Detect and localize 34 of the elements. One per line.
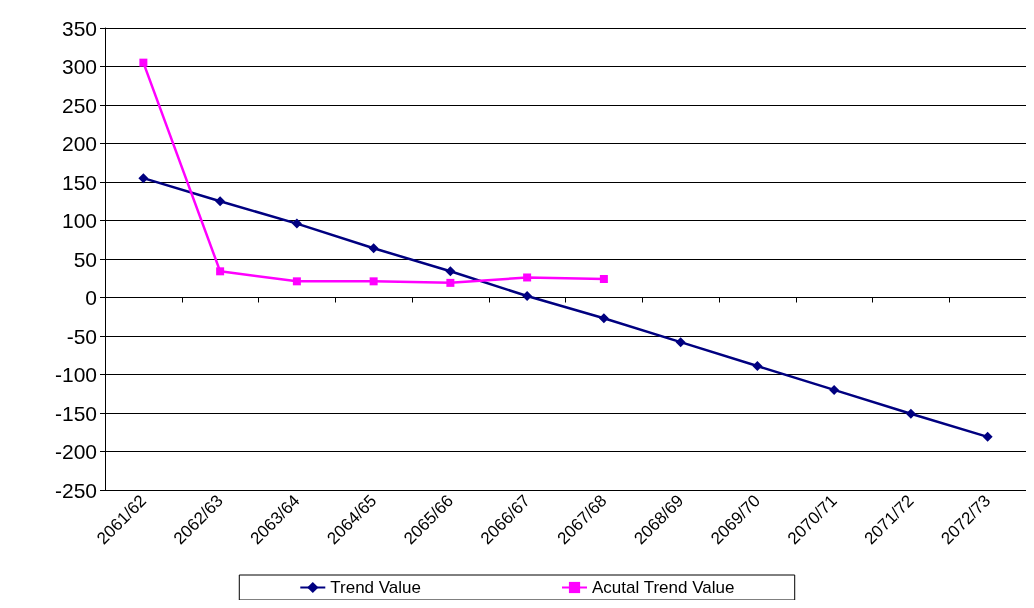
y-tick-label: 100	[61, 209, 97, 232]
point	[675, 337, 686, 348]
point	[599, 275, 608, 284]
y-tick-label: 300	[61, 55, 97, 78]
point	[982, 431, 993, 442]
point	[445, 266, 456, 277]
point	[369, 277, 378, 286]
point	[139, 58, 148, 67]
point	[752, 361, 763, 372]
point	[292, 277, 301, 286]
legend-label: Acutal Trend Value	[592, 578, 735, 597]
y-tick-label: -200	[54, 440, 97, 463]
y-tick-label: -50	[66, 324, 97, 348]
y-tick-label: -150	[54, 401, 97, 425]
point	[829, 384, 840, 395]
point	[215, 196, 226, 207]
point	[523, 273, 532, 282]
y-tick-label: 150	[61, 170, 97, 194]
legend-label: Trend Value	[330, 578, 422, 597]
y-tick-label: -250	[54, 478, 97, 502]
y-tick-label: 350	[61, 16, 97, 40]
point	[138, 173, 149, 184]
point	[291, 218, 302, 229]
point	[368, 243, 379, 254]
y-tick-label: 0	[85, 286, 97, 309]
y-tick-label: 250	[61, 93, 97, 117]
y-tick-label: 200	[61, 132, 97, 155]
point	[216, 267, 225, 276]
y-tick-label: -100	[54, 363, 97, 386]
y-tick-label: 50	[73, 247, 97, 271]
point	[598, 313, 609, 324]
point	[446, 278, 455, 287]
point	[522, 290, 533, 301]
point	[905, 408, 916, 419]
